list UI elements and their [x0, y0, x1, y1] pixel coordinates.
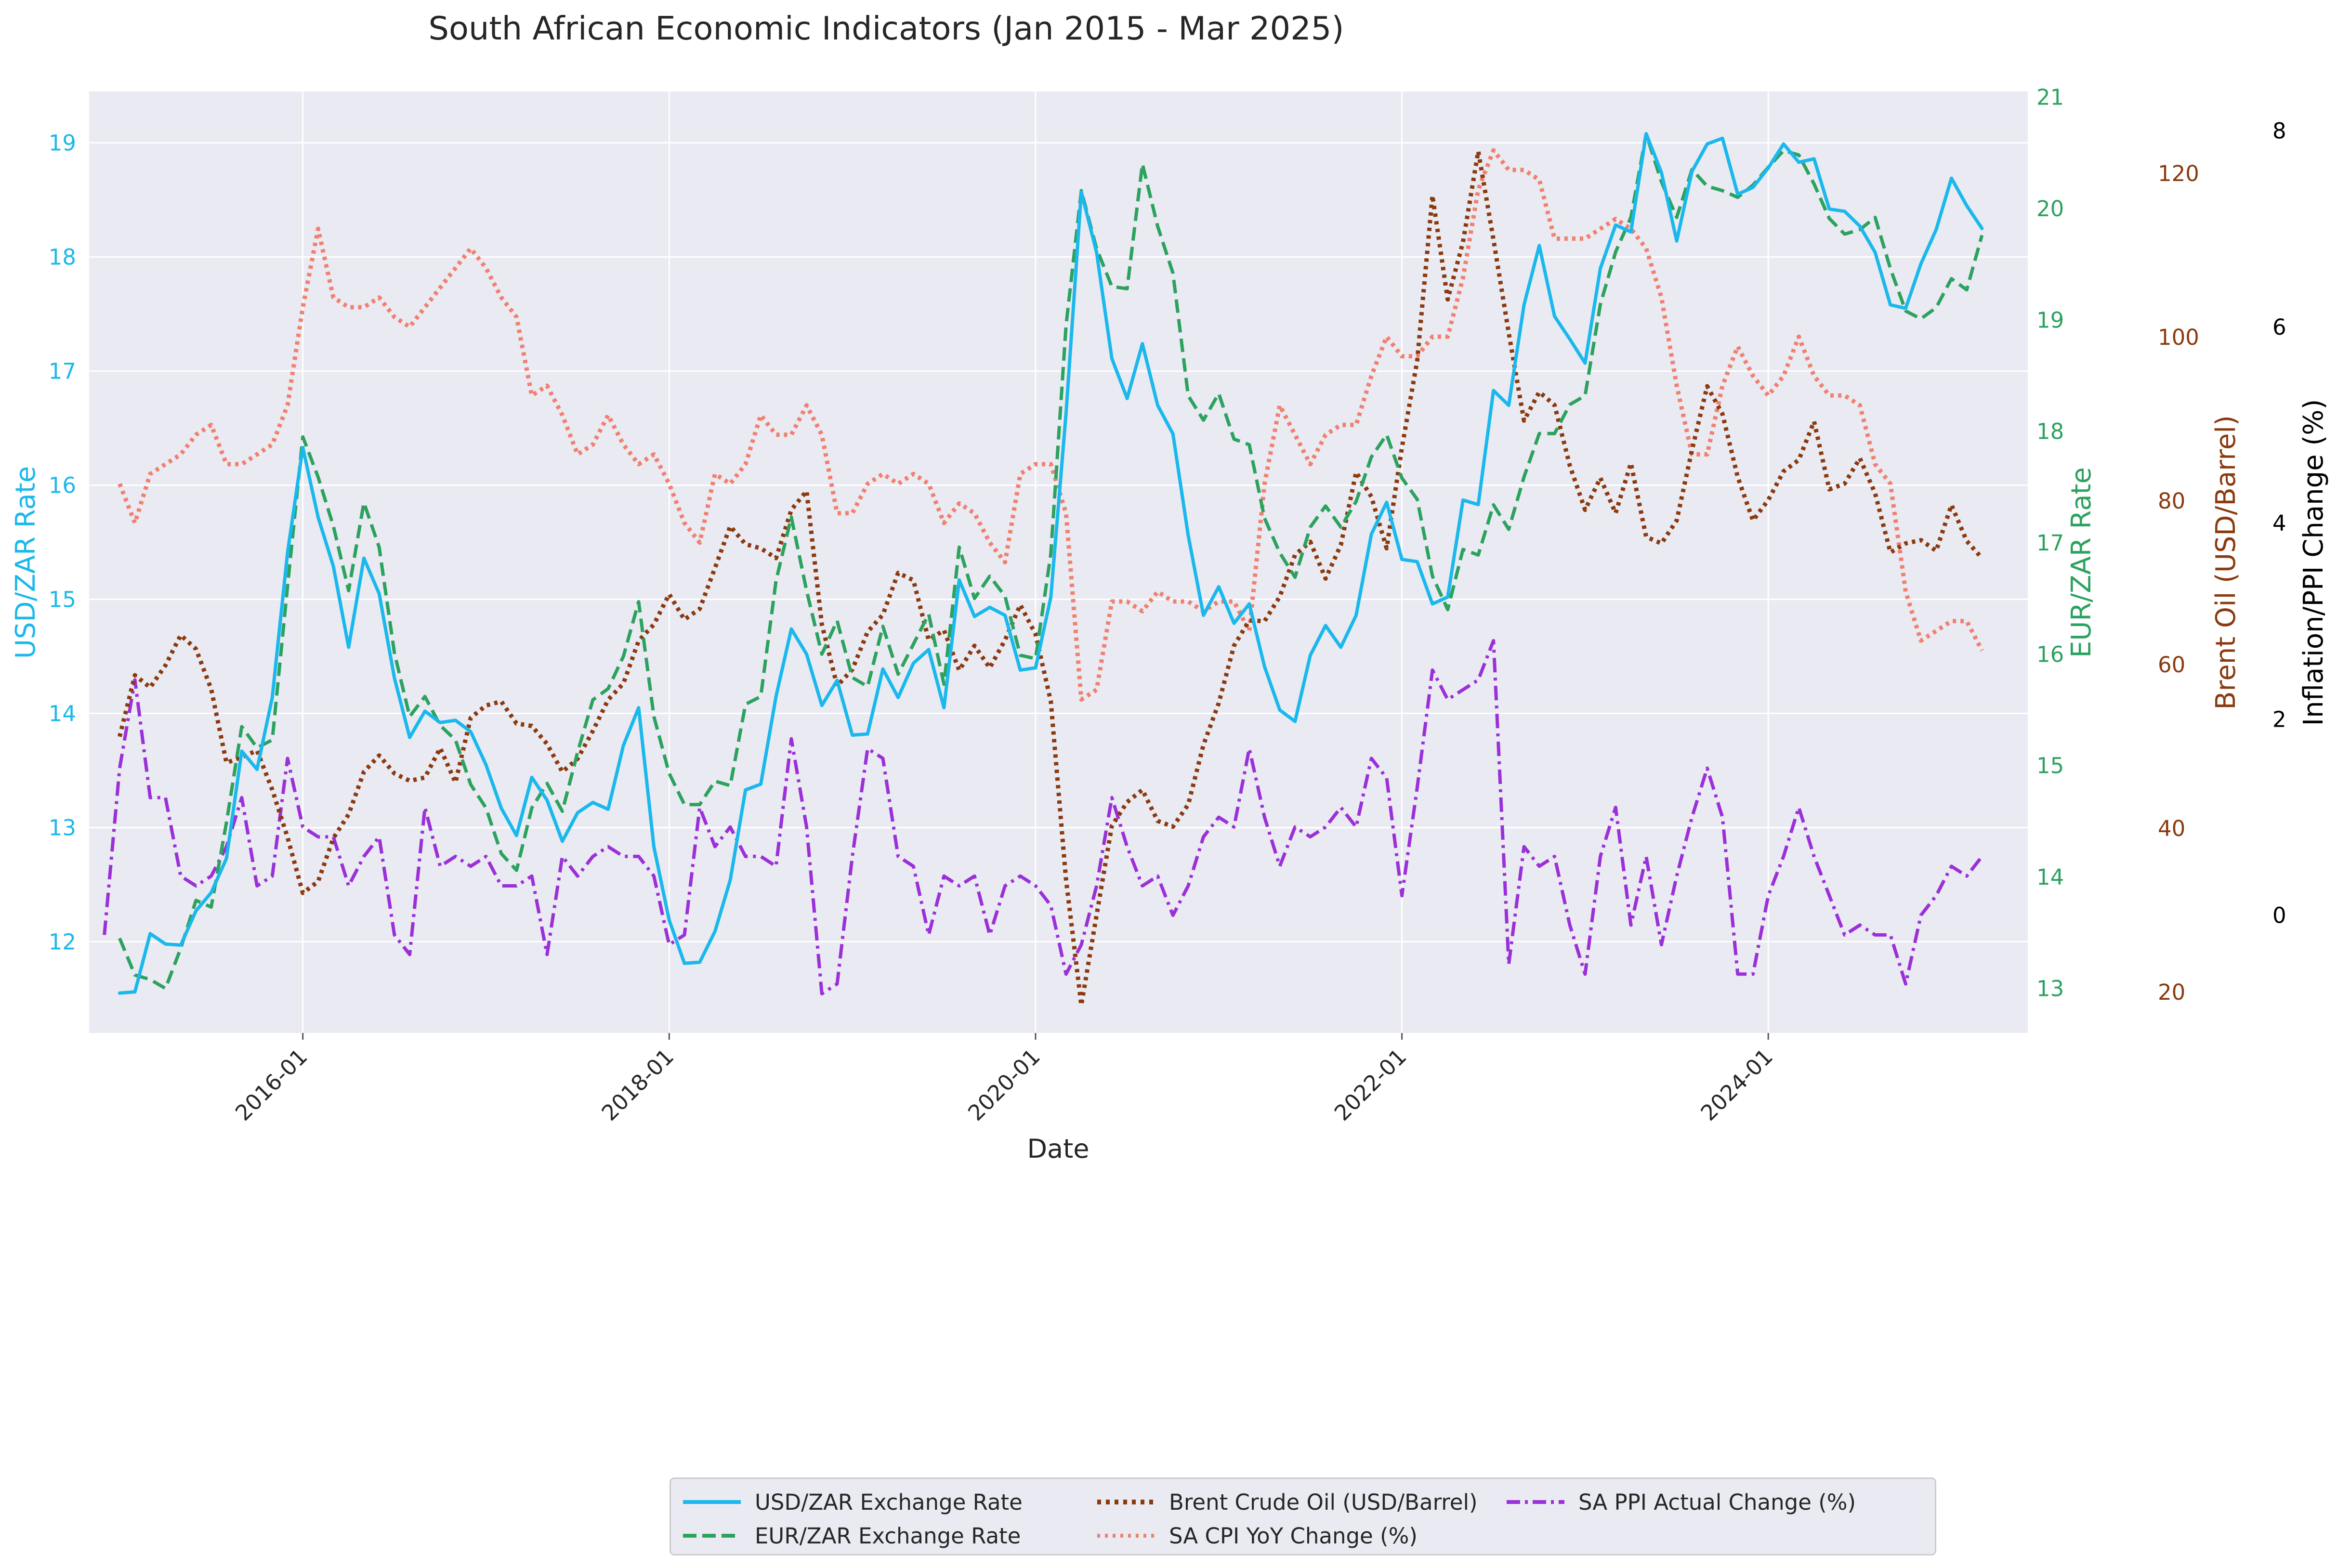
inflation-tick-label: 2 — [2272, 706, 2286, 732]
legend-label-eur-zar: EUR/ZAR Exchange Rate — [755, 1523, 1021, 1549]
plot-area — [89, 91, 2028, 1033]
usd-zar-axis: 12 13 14 15 16 17 18 19 — [49, 131, 76, 955]
brent-tick-label: 80 — [2158, 488, 2185, 514]
inflation-tick-label: 4 — [2272, 510, 2286, 536]
legend-label-sa-ppi: SA PPI Actual Change (%) — [1578, 1489, 1856, 1515]
legend-label-brent: Brent Crude Oil (USD/Barrel) — [1169, 1489, 1478, 1515]
inflation-tick-label: 6 — [2272, 314, 2286, 340]
eur-zar-tick-label: 21 — [2036, 85, 2064, 110]
x-axis-label: Date — [1027, 1134, 1089, 1164]
usd-zar-tick-label: 19 — [49, 131, 76, 156]
horizontal-grid — [89, 142, 2028, 942]
eur-zar-tick-label: 18 — [2036, 419, 2064, 444]
sa-ppi-line — [103, 639, 1983, 995]
chart-legend: USD/ZAR Exchange Rate EUR/ZAR Exchange R… — [670, 1477, 1936, 1555]
brent-line — [118, 149, 1984, 1007]
eur-zar-tick-label: 13 — [2036, 976, 2064, 1001]
brent-tick-label: 60 — [2158, 652, 2185, 678]
brent-tick-label: 20 — [2158, 980, 2185, 1005]
usd-zar-tick-label: 12 — [49, 929, 76, 954]
eur-zar-axis: 13 14 15 16 17 18 19 20 21 — [2036, 85, 2064, 1002]
usd-zar-line — [118, 132, 1984, 995]
x-tick-label: 2016-01 — [230, 1044, 312, 1125]
usd-zar-tick-label: 13 — [49, 815, 76, 840]
inflation-tick-label: 0 — [2272, 903, 2286, 928]
vertical-grid — [302, 91, 1769, 1033]
brent-tick-label: 120 — [2158, 161, 2199, 186]
legend-label-usd-zar: USD/ZAR Exchange Rate — [755, 1489, 1023, 1515]
legend-item-sa-ppi: SA PPI Actual Change (%) — [1504, 1488, 1856, 1516]
x-tick-label: 2018-01 — [597, 1044, 679, 1125]
inflation-axis: 0 2 4 6 8 — [2272, 118, 2286, 928]
eur-zar-axis-label: EUR/ZAR Rate — [2066, 467, 2097, 658]
brent-tick-label: 40 — [2158, 816, 2185, 841]
inflation-axis-label: Inflation/PPI Change (%) — [2298, 399, 2329, 726]
eur-zar-tick-label: 17 — [2036, 530, 2064, 556]
eur-zar-tick-label: 19 — [2036, 307, 2064, 333]
legend-swatch-usd-zar — [683, 1500, 741, 1504]
x-tick-label: 2024-01 — [1696, 1044, 1778, 1125]
eur-zar-tick-label: 15 — [2036, 753, 2064, 779]
sa-cpi-line — [118, 148, 1984, 702]
legend-label-sa-cpi: SA CPI YoY Change (%) — [1169, 1523, 1418, 1549]
usd-zar-tick-label: 17 — [49, 359, 76, 384]
eur-zar-line — [118, 132, 1984, 990]
legend-item-sa-cpi: SA CPI YoY Change (%) — [1095, 1521, 1418, 1550]
usd-zar-tick-label: 15 — [49, 587, 76, 613]
usd-zar-tick-label: 14 — [49, 701, 76, 726]
series-lines — [103, 132, 1984, 1007]
legend-swatch-sa-cpi — [1097, 1534, 1155, 1538]
eur-zar-tick-label: 16 — [2036, 641, 2064, 667]
legend-item-eur-zar: EUR/ZAR Exchange Rate — [681, 1521, 1021, 1550]
usd-zar-axis-label: USD/ZAR Rate — [10, 466, 41, 659]
brent-axis-label: Brent Oil (USD/Barrel) — [2210, 415, 2242, 710]
brent-tick-label: 100 — [2158, 325, 2199, 350]
legend-swatch-sa-ppi — [1507, 1500, 1564, 1504]
legend-swatch-brent — [1097, 1500, 1155, 1504]
x-tick-label: 2020-01 — [963, 1044, 1045, 1125]
legend-item-usd-zar: USD/ZAR Exchange Rate — [681, 1488, 1023, 1516]
chart-title: South African Economic Indicators (Jan 2… — [428, 10, 1344, 47]
x-tick-label: 2022-01 — [1329, 1044, 1411, 1125]
usd-zar-tick-label: 18 — [49, 245, 76, 270]
brent-axis: 20 40 60 80 100 120 — [2158, 161, 2199, 1005]
eur-zar-tick-label: 14 — [2036, 864, 2064, 890]
x-axis: 2016-01 2018-01 2020-01 2022-01 2024-01 — [230, 1033, 1778, 1126]
legend-swatch-eur-zar — [683, 1534, 741, 1538]
inflation-tick-label: 8 — [2272, 118, 2286, 144]
eur-zar-tick-label: 20 — [2036, 196, 2064, 222]
legend-item-brent: Brent Crude Oil (USD/Barrel) — [1095, 1488, 1478, 1516]
usd-zar-tick-label: 16 — [49, 473, 76, 498]
